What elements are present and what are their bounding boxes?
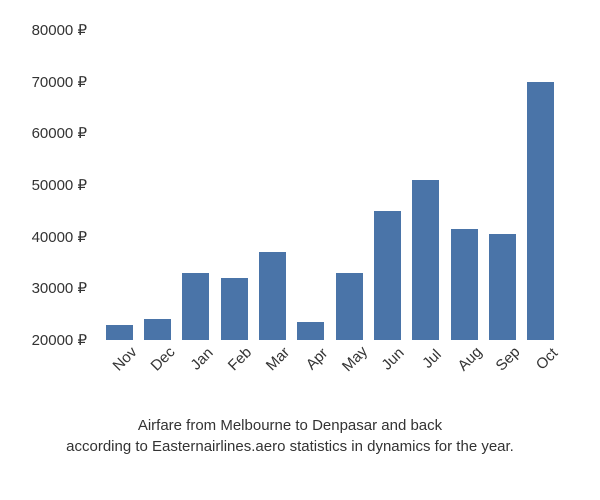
x-label-slot: Aug [445,345,483,400]
bar-slot [522,30,560,340]
bar-slot [177,30,215,340]
x-label-slot: Feb [215,345,253,400]
caption-line-2: according to Easternairlines.aero statis… [20,436,560,457]
y-tick-label: 80000 ₽ [32,21,87,39]
x-tick-label: Oct [533,345,562,374]
x-tick-label: Aug [455,344,486,375]
bar-slot [253,30,291,340]
bar [374,211,401,340]
bar-slot [330,30,368,340]
bar [221,278,248,340]
x-tick-label: Jul [419,346,445,372]
x-tick-label: Jun [379,344,408,373]
caption-line-1: Airfare from Melbourne to Denpasar and b… [20,415,560,436]
x-axis-labels: NovDec Jan Feb Mar AprMay Jun Jul AugSep Oct [100,345,560,400]
bar-slot [445,30,483,340]
plot-area [100,30,560,340]
chart-caption: Airfare from Melbourne to Denpasar and b… [10,415,570,457]
bar-slot [215,30,253,340]
y-axis: 20000 ₽30000 ₽40000 ₽50000 ₽60000 ₽70000… [10,30,95,340]
bar-slot [138,30,176,340]
bar [297,322,324,340]
x-label-slot: Sep [483,345,521,400]
x-label-slot: Apr [292,345,330,400]
x-tick-label: Sep [493,344,524,375]
x-tick-label: Mar [263,344,293,374]
y-tick-label: 70000 ₽ [32,73,87,91]
y-tick-label: 20000 ₽ [32,331,87,349]
x-label-slot: Jan [177,345,215,400]
x-tick-label: Apr [303,345,332,374]
bar-slot [100,30,138,340]
x-label-slot: Dec [138,345,176,400]
bar [182,273,209,340]
airfare-chart: 20000 ₽ 30000 ₽ 40000 ₽ 50000 ₽ 60000 ₽ 70000… [10,20,570,400]
bars-container [100,30,560,340]
bar [336,273,363,340]
y-tick-label: 30000 ₽ [32,279,87,297]
bar [451,229,478,340]
bar [412,180,439,340]
y-tick-label: 50000 ₽ [32,176,87,194]
x-tick-label: Dec [148,344,179,375]
x-tick-label: May [339,343,371,375]
x-label-slot: Oct [522,345,560,400]
x-label-slot: Nov [100,345,138,400]
x-label-slot: Jul [407,345,445,400]
bar [489,234,516,340]
bar-slot [407,30,445,340]
x-tick-label: Feb [225,344,255,374]
bar-slot [292,30,330,340]
x-tick-label: Nov [110,344,141,375]
bar [144,319,171,340]
bar [527,82,554,340]
bar [106,325,133,341]
y-tick-label: 40000 ₽ [32,228,87,246]
x-label-slot: Mar [253,345,291,400]
bar [259,252,286,340]
x-label-slot: Jun [368,345,406,400]
x-tick-label: Jan [187,344,216,373]
bar-slot [368,30,406,340]
x-label-slot: May [330,345,368,400]
bar-slot [483,30,521,340]
y-tick-label: 60000 ₽ [32,124,87,142]
